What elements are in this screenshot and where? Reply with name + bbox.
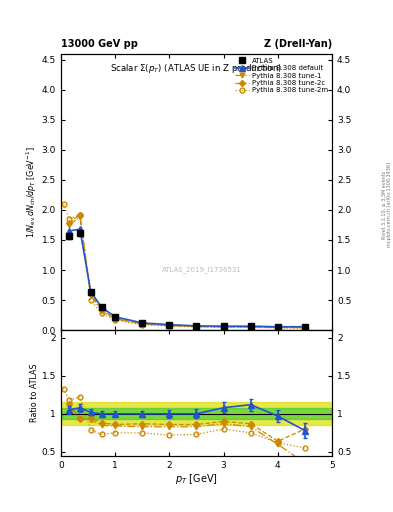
Legend: ATLAS, Pythia 8.308 default, Pythia 8.308 tune-1, Pythia 8.308 tune-2c, Pythia 8: ATLAS, Pythia 8.308 default, Pythia 8.30… — [232, 55, 331, 96]
Text: Z (Drell-Yan): Z (Drell-Yan) — [264, 38, 332, 49]
Y-axis label: Ratio to ATLAS: Ratio to ATLAS — [30, 364, 39, 422]
Text: Rivet 3.1.10, ≥ 3.3M events: Rivet 3.1.10, ≥ 3.3M events — [382, 170, 387, 239]
Bar — [61, 402, 332, 425]
Text: Scalar $\Sigma(p_T)$ (ATLAS UE in Z production): Scalar $\Sigma(p_T)$ (ATLAS UE in Z prod… — [110, 62, 283, 75]
X-axis label: $p_T$ [GeV]: $p_T$ [GeV] — [175, 472, 218, 486]
Bar — [61, 409, 332, 419]
Y-axis label: $1/N_{\rm ev}\,dN_{\rm ch}/dp_T\;[\rm GeV^{-1}]$: $1/N_{\rm ev}\,dN_{\rm ch}/dp_T\;[\rm Ge… — [24, 146, 39, 238]
Text: ATLAS_2019_I1736531: ATLAS_2019_I1736531 — [162, 266, 242, 273]
Text: 13000 GeV pp: 13000 GeV pp — [61, 38, 138, 49]
Text: mcplots.cern.ch [arXiv:1306.3436]: mcplots.cern.ch [arXiv:1306.3436] — [387, 162, 392, 247]
